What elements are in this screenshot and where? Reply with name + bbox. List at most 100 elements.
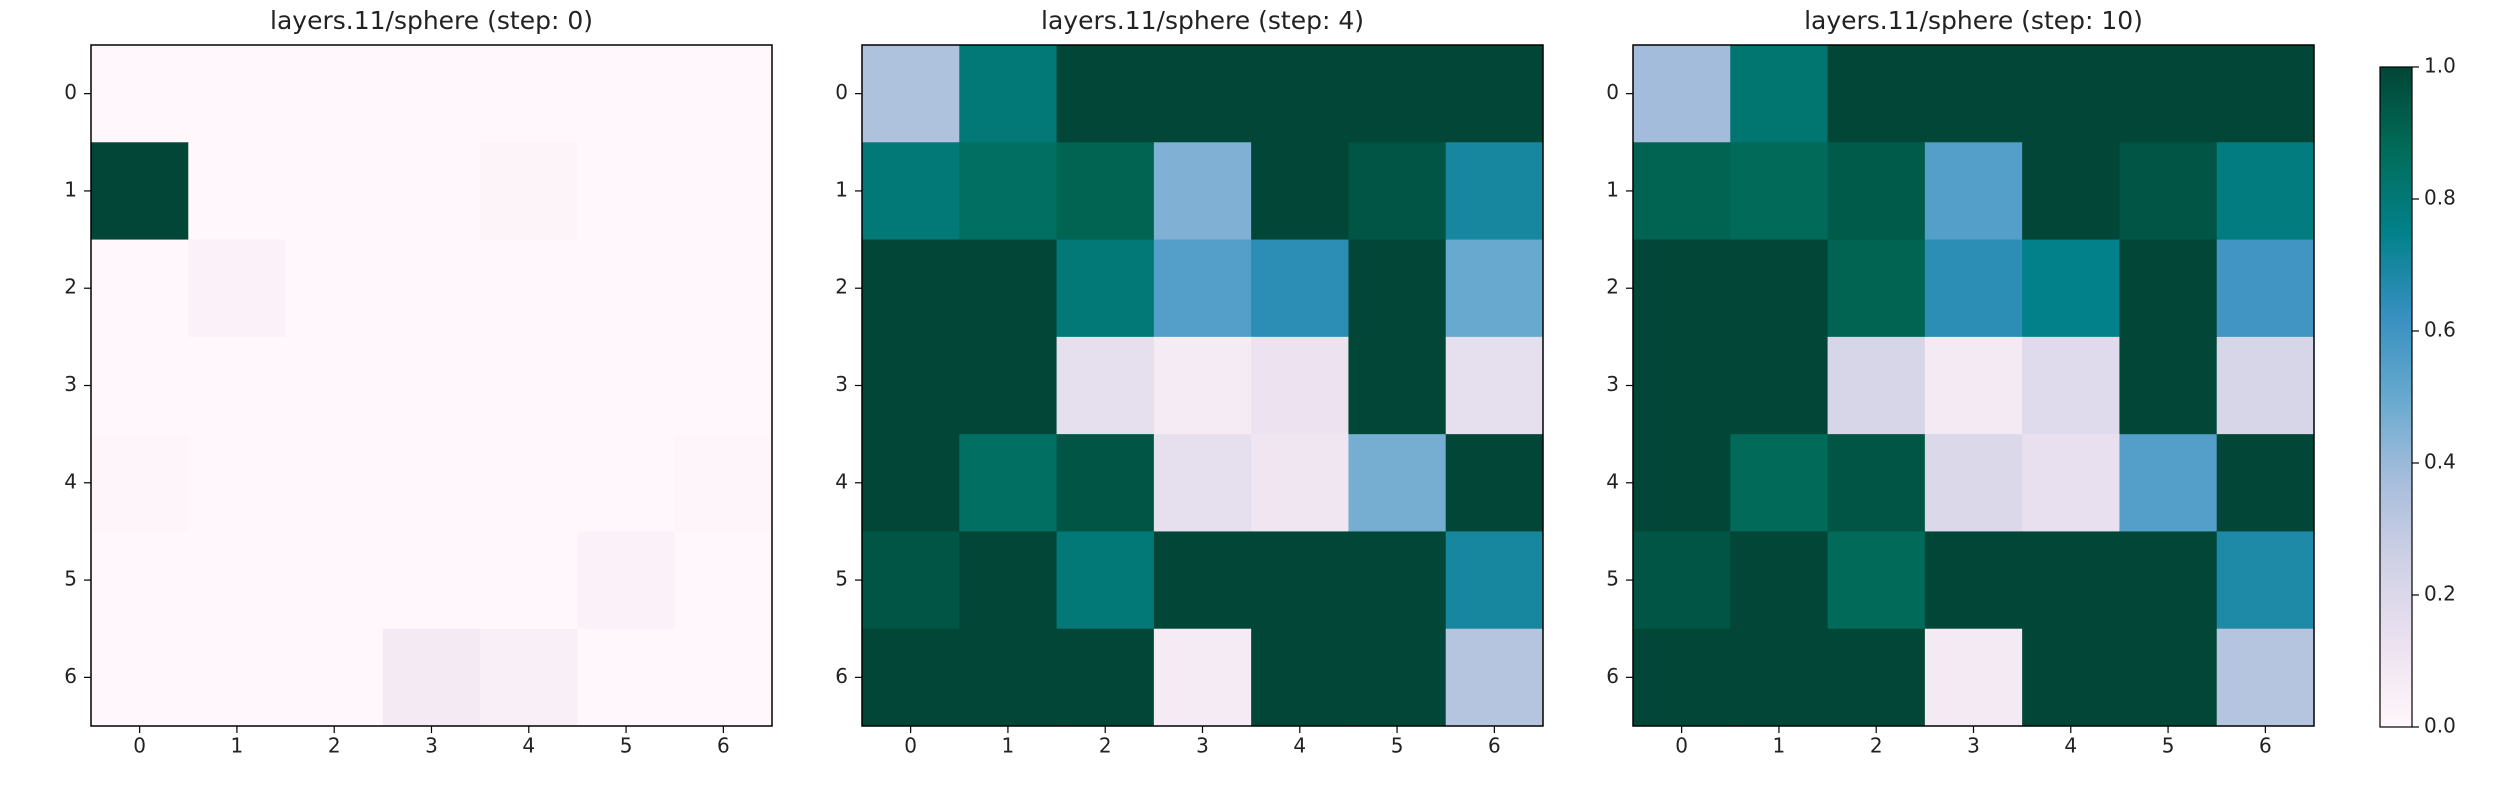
x-tick-label: 0 bbox=[133, 734, 146, 758]
heatmap-cell bbox=[674, 336, 773, 435]
x-tick-label: 5 bbox=[2162, 734, 2175, 758]
x-tick-label: 1 bbox=[1773, 734, 1786, 758]
heatmap-cell bbox=[480, 142, 578, 241]
x-tick-label: 6 bbox=[1488, 734, 1501, 758]
heatmap-cell bbox=[577, 336, 676, 435]
heatmap-cell bbox=[1056, 142, 1155, 241]
heatmap-cell bbox=[188, 531, 287, 630]
y-tick-label: 6 bbox=[835, 664, 848, 688]
heatmap-cell bbox=[2216, 434, 2315, 532]
heatmap-cell bbox=[91, 628, 189, 727]
heatmap-cell bbox=[1827, 531, 1926, 630]
heatmap-cell bbox=[862, 45, 960, 143]
heatmap-cell bbox=[480, 628, 578, 727]
heatmap-cell bbox=[2216, 239, 2315, 338]
heatmap-cell bbox=[2119, 531, 2218, 630]
colorbar-tick-label: 1.0 bbox=[2424, 54, 2456, 78]
heatmap-cell bbox=[1153, 45, 1252, 143]
heatmap-cell bbox=[1348, 45, 1447, 143]
heatmap-cell bbox=[959, 628, 1058, 727]
x-tick-label: 1 bbox=[1002, 734, 1015, 758]
heatmap-cell bbox=[1153, 336, 1252, 435]
heatmap-cell bbox=[188, 336, 287, 435]
heatmap-cell bbox=[1827, 434, 1926, 532]
heatmap-cell bbox=[2119, 628, 2218, 727]
heatmap-cell bbox=[1445, 239, 1544, 338]
heatmap-cell bbox=[91, 434, 189, 532]
x-tick-label: 2 bbox=[1099, 734, 1112, 758]
x-tick-label: 2 bbox=[328, 734, 341, 758]
heatmap-cell bbox=[1633, 434, 1731, 532]
heatmap-cell bbox=[674, 628, 773, 727]
heatmap-cell bbox=[1348, 434, 1447, 532]
heatmap-cell bbox=[1348, 628, 1447, 727]
heatmap-cell bbox=[1348, 239, 1447, 338]
x-tick-label: 4 bbox=[1293, 734, 1306, 758]
heatmap-cell bbox=[2119, 239, 2218, 338]
y-tick-label: 6 bbox=[64, 664, 77, 688]
heatmap-cell bbox=[1056, 239, 1155, 338]
heatmap-cell bbox=[2119, 336, 2218, 435]
heatmap-cell bbox=[959, 434, 1058, 532]
heatmap-cell bbox=[1633, 531, 1731, 630]
heatmap-cell bbox=[285, 531, 384, 630]
heatmap-cell bbox=[91, 142, 189, 241]
heatmap-cell bbox=[1827, 239, 1926, 338]
heatmap-cell bbox=[1445, 628, 1544, 727]
y-tick-label: 1 bbox=[1606, 177, 1619, 201]
heatmap-cell bbox=[1153, 628, 1252, 727]
heatmap-cell bbox=[1924, 336, 2023, 435]
heatmap-cell bbox=[1348, 336, 1447, 435]
heatmap-cell bbox=[577, 531, 676, 630]
heatmap-cell bbox=[1730, 45, 1829, 143]
heatmap-cell bbox=[674, 142, 773, 241]
heatmap-cell bbox=[1348, 531, 1447, 630]
colorbar bbox=[2379, 66, 2413, 728]
heatmap-cell bbox=[188, 434, 287, 532]
x-tick-label: 3 bbox=[1967, 734, 1980, 758]
heatmap-cell bbox=[285, 142, 384, 241]
heatmap-cell bbox=[862, 531, 960, 630]
heatmap-cell bbox=[674, 45, 773, 143]
y-tick-label: 3 bbox=[64, 372, 77, 396]
heatmap-cell bbox=[862, 336, 960, 435]
heatmap-cell bbox=[285, 45, 384, 143]
heatmap-cell bbox=[2022, 239, 2120, 338]
colorbar-tick-label: 0.2 bbox=[2424, 582, 2456, 606]
heatmap-cell bbox=[2216, 336, 2315, 435]
heatmap-cell bbox=[1056, 45, 1155, 143]
heatmap-cell bbox=[1827, 45, 1926, 143]
heatmap-cell bbox=[1730, 142, 1829, 241]
heatmap-cell bbox=[91, 531, 189, 630]
heatmap-cell bbox=[1924, 531, 2023, 630]
y-tick-label: 5 bbox=[64, 567, 77, 591]
chart-title: layers.11/sphere (step: 10) bbox=[1804, 6, 2143, 35]
x-tick-label: 0 bbox=[904, 734, 917, 758]
heatmap-cell bbox=[285, 628, 384, 727]
heatmap-cell bbox=[1445, 45, 1544, 143]
x-tick-label: 2 bbox=[1870, 734, 1883, 758]
heatmap-cell bbox=[577, 142, 676, 241]
heatmap-cell bbox=[2119, 45, 2218, 143]
heatmap-cell bbox=[91, 45, 189, 143]
heatmap-cell bbox=[674, 531, 773, 630]
heatmap-cell bbox=[1924, 434, 2023, 532]
heatmap-cell bbox=[862, 239, 960, 338]
y-tick-label: 1 bbox=[835, 177, 848, 201]
chart-title: layers.11/sphere (step: 4) bbox=[1041, 6, 1364, 35]
heatmap-cell bbox=[1633, 628, 1731, 727]
heatmap-cell bbox=[1924, 239, 2023, 338]
heatmap-cell bbox=[577, 628, 676, 727]
heatmap-cell bbox=[382, 142, 481, 241]
y-tick-label: 5 bbox=[835, 567, 848, 591]
heatmap-cell bbox=[1348, 142, 1447, 241]
heatmap-cell bbox=[2119, 142, 2218, 241]
chart-title: layers.11/sphere (step: 0) bbox=[270, 6, 593, 35]
x-tick-label: 5 bbox=[620, 734, 633, 758]
heatmap-cell bbox=[2022, 142, 2120, 241]
heatmap-cell bbox=[1153, 239, 1252, 338]
heatmap-cell bbox=[1730, 628, 1829, 727]
heatmap-cell bbox=[285, 336, 384, 435]
heatmap-cell bbox=[382, 45, 481, 143]
